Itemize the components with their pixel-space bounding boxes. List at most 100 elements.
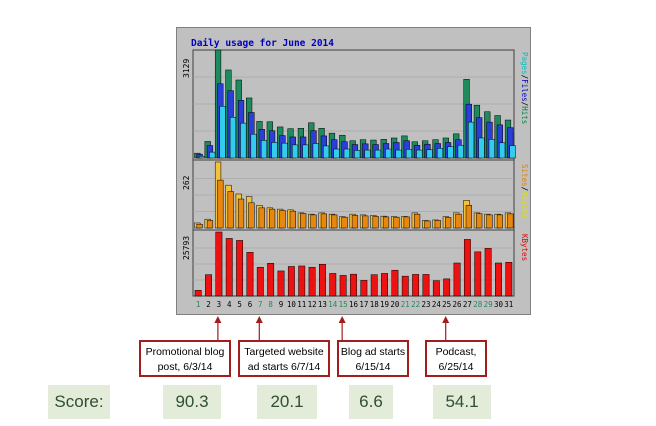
side-label-part: Visits xyxy=(520,191,529,218)
bar-hits-pages-day-9 xyxy=(281,142,288,159)
bar-visits-sites-day-31 xyxy=(507,213,514,229)
bar-kbytes-kbytes-day-25 xyxy=(443,278,451,297)
x-tick-label-day-5: 5 xyxy=(237,300,242,309)
bar-visits-sites-day-14 xyxy=(331,214,338,229)
bar-hits-pages-day-27 xyxy=(468,121,475,159)
bar-kbytes-kbytes-day-15 xyxy=(339,275,347,297)
bar-kbytes-kbytes-day-11 xyxy=(298,265,306,297)
x-tick-label-day-7: 7 xyxy=(258,300,263,309)
x-tick-label-day-17: 17 xyxy=(359,300,368,309)
bar-kbytes-kbytes-day-14 xyxy=(329,273,337,297)
bar-kbytes-kbytes-day-22 xyxy=(412,274,420,297)
x-tick-label-day-19: 19 xyxy=(380,300,389,309)
annotation-arrowhead-day-3 xyxy=(214,316,222,323)
side-label-part: Files xyxy=(520,79,529,102)
bar-kbytes-kbytes-day-4 xyxy=(225,238,233,297)
bar-hits-pages-day-6 xyxy=(250,133,257,159)
bar-visits-sites-day-13 xyxy=(320,213,327,229)
bar-hits-pages-day-1 xyxy=(198,156,206,159)
bar-visits-sites-day-20 xyxy=(393,216,400,229)
x-tick-label-day-30: 30 xyxy=(494,300,504,309)
annotation-label: Blog ad starts 6/15/14 xyxy=(340,346,406,373)
annotation-label: Podcast, 6/25/14 xyxy=(435,346,477,373)
annotation-callout-podcast: Podcast, 6/25/14 xyxy=(425,340,487,377)
bar-visits-sites-day-17 xyxy=(362,215,369,229)
bar-hits-pages-day-18 xyxy=(374,149,382,159)
bar-hits-pages-day-17 xyxy=(364,149,371,159)
side-label-part: / xyxy=(520,75,529,80)
bar-kbytes-kbytes-day-27 xyxy=(463,239,471,297)
annotation-callout-promotional-blog: Promotional blog post, 6/3/14 xyxy=(139,340,231,377)
bar-visits-sites-day-21 xyxy=(403,216,410,229)
bar-hits-pages-day-15 xyxy=(343,148,350,159)
bar-visits-sites-day-7 xyxy=(258,207,265,229)
annotation-label: Promotional blog post, 6/3/14 xyxy=(145,346,225,373)
bar-hits-pages-day-10 xyxy=(291,144,299,159)
bar-visits-sites-day-16 xyxy=(351,215,359,229)
bar-kbytes-kbytes-day-2 xyxy=(205,274,212,297)
x-tick-label-day-9: 9 xyxy=(279,300,284,309)
score-value-targeted-ad: 20.1 xyxy=(257,385,317,419)
bar-kbytes-kbytes-day-8 xyxy=(267,262,275,297)
side-label-part: / xyxy=(520,187,529,192)
side-label-kbytes: KBytes xyxy=(520,234,529,261)
bar-kbytes-kbytes-day-13 xyxy=(319,263,326,297)
annotation-label: Targeted website ad starts 6/7/14 xyxy=(244,346,324,373)
bar-hits-pages-day-31 xyxy=(509,145,516,159)
annotation-callout-blog-ad: Blog ad starts 6/15/14 xyxy=(337,340,409,377)
bar-kbytes-kbytes-day-3 xyxy=(215,231,223,297)
bar-kbytes-kbytes-day-18 xyxy=(370,274,378,297)
bar-hits-pages-day-19 xyxy=(385,148,392,159)
bar-kbytes-kbytes-day-1 xyxy=(194,290,202,297)
bar-visits-sites-day-25 xyxy=(445,217,452,229)
bar-visits-sites-day-22 xyxy=(413,213,421,229)
annotation-arrowhead-day-15 xyxy=(338,316,346,323)
bars-layer xyxy=(192,49,516,297)
bar-hits-pages-day-26 xyxy=(457,144,464,159)
x-tick-label-day-10: 10 xyxy=(287,300,297,309)
x-tick-label-day-16: 16 xyxy=(349,300,359,309)
x-tick-label-day-18: 18 xyxy=(370,300,380,309)
x-tick-label-day-22: 22 xyxy=(411,300,420,309)
bar-hits-pages-day-13 xyxy=(323,145,330,159)
bar-visits-sites-day-27 xyxy=(465,205,472,229)
x-tick-label-day-25: 25 xyxy=(442,300,451,309)
bar-hits-pages-day-14 xyxy=(333,148,340,159)
bar-hits-pages-day-12 xyxy=(312,143,319,159)
bar-visits-sites-day-1 xyxy=(196,223,203,229)
score-label: Score: xyxy=(48,385,110,419)
bar-visits-sites-day-11 xyxy=(300,213,307,229)
bar-kbytes-kbytes-day-30 xyxy=(495,262,502,297)
bar-hits-pages-day-23 xyxy=(426,149,433,159)
bar-hits-pages-day-20 xyxy=(395,149,402,159)
bar-visits-sites-day-12 xyxy=(310,214,317,229)
x-tick-label-day-11: 11 xyxy=(297,300,306,309)
x-tick-label-day-4: 4 xyxy=(227,300,232,309)
x-tick-label-day-14: 14 xyxy=(328,300,338,309)
annotation-arrowhead-day-7 xyxy=(255,316,263,323)
x-tick-label-day-20: 20 xyxy=(390,300,400,309)
bar-kbytes-kbytes-day-29 xyxy=(484,248,492,297)
bar-visits-sites-day-30 xyxy=(496,214,504,229)
x-tick-label-day-8: 8 xyxy=(268,300,273,309)
bar-kbytes-kbytes-day-21 xyxy=(401,275,409,297)
bar-kbytes-kbytes-day-10 xyxy=(287,266,295,297)
usage-chart: Daily usage for June 2014 3129 Pages/File… xyxy=(176,27,531,315)
bar-kbytes-kbytes-day-16 xyxy=(350,273,357,297)
bar-visits-sites-day-2 xyxy=(206,220,214,229)
bar-visits-sites-day-5 xyxy=(237,198,245,229)
bar-kbytes-kbytes-day-24 xyxy=(432,280,440,297)
bar-visits-sites-day-15 xyxy=(341,216,348,229)
max-label-kbytes: 25793 xyxy=(182,236,191,260)
side-label-visits: Sites/Visits xyxy=(520,164,529,218)
side-label-part: Pages xyxy=(520,52,529,75)
x-tick-label-day-2: 2 xyxy=(206,300,211,309)
annotation-arrowhead-day-25 xyxy=(442,316,450,323)
score-value-promotional-blog: 90.3 xyxy=(163,385,221,419)
bar-hits-pages-day-16 xyxy=(354,150,361,159)
bar-visits-sites-day-28 xyxy=(476,213,483,229)
x-tick-label-day-13: 13 xyxy=(318,300,327,309)
bar-kbytes-kbytes-day-6 xyxy=(246,252,254,297)
bar-visits-sites-day-18 xyxy=(372,216,379,229)
max-label-visits: 262 xyxy=(182,175,191,190)
